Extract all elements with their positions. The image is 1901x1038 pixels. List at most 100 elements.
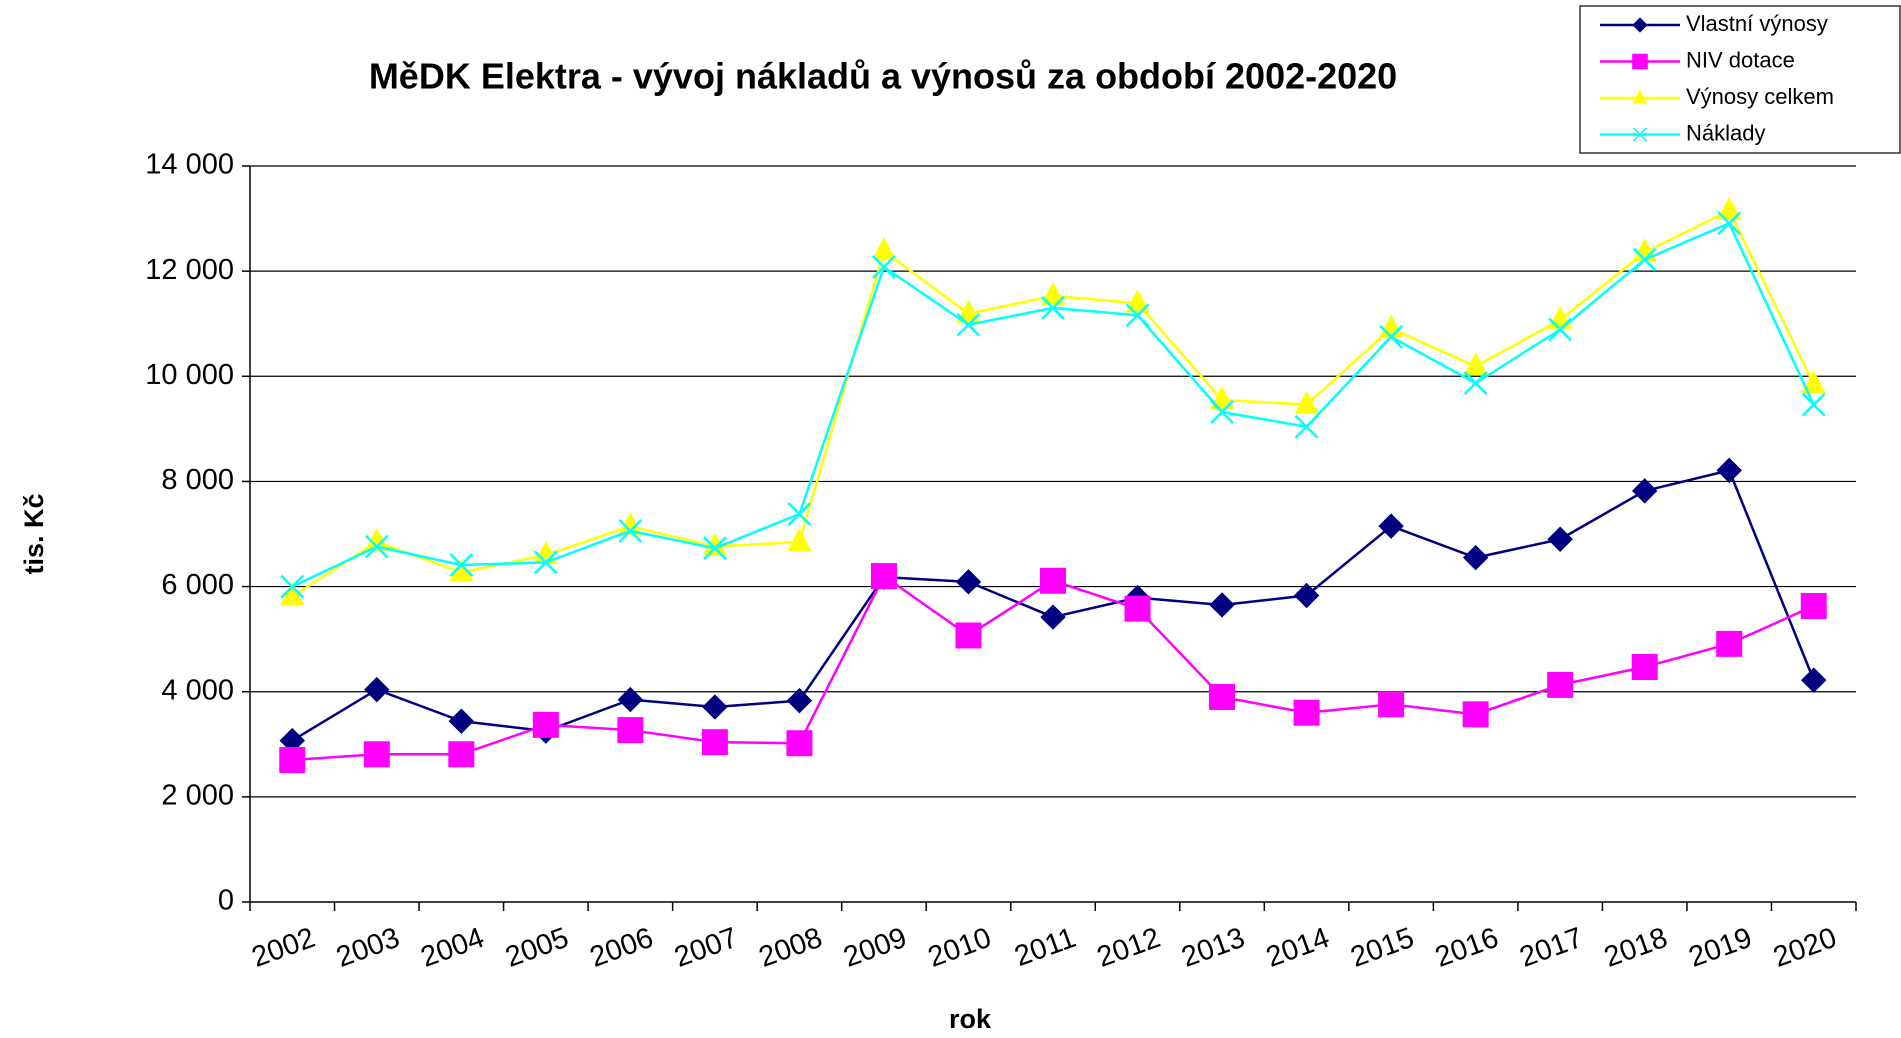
y-tick-label: 12 000 (145, 254, 234, 286)
marker (1379, 314, 1404, 338)
y-tick-label: 14 000 (145, 149, 234, 181)
marker (618, 518, 643, 543)
marker (1124, 595, 1151, 622)
marker (870, 563, 897, 590)
marker (1632, 127, 1648, 142)
marker (1716, 457, 1742, 484)
marker (786, 687, 813, 714)
legend-label: Výnosy celkem (1686, 84, 1834, 109)
marker (1548, 306, 1573, 330)
marker (448, 741, 475, 768)
marker (1040, 604, 1066, 630)
marker (1040, 567, 1066, 594)
marker (1378, 691, 1405, 718)
x-tick-label: 2010 (924, 922, 996, 974)
series-line (291, 221, 1815, 588)
marker (364, 527, 389, 551)
marker (1801, 667, 1827, 693)
legend-label: NIV dotace (1686, 47, 1795, 72)
marker (1293, 582, 1320, 609)
marker (787, 527, 812, 551)
marker (702, 532, 727, 556)
x-tick-label: 2005 (501, 922, 573, 974)
marker (280, 574, 305, 599)
chart-title: MěDK Elektra - vývoj nákladů a výnosů za… (369, 56, 1397, 97)
legend-marker (1632, 17, 1648, 33)
legend-label: Vlastní výnosy (1686, 11, 1828, 36)
marker (871, 237, 896, 261)
y-tick-label: 4 000 (161, 674, 234, 706)
marker (1717, 196, 1742, 220)
legend-label: Náklady (1686, 120, 1765, 145)
marker (1378, 513, 1404, 539)
y-tick-label: 8 000 (161, 464, 234, 496)
marker (1041, 281, 1065, 305)
x-tick-label: 2019 (1685, 922, 1757, 974)
marker (449, 553, 474, 577)
marker (1125, 303, 1150, 328)
marker (1041, 296, 1065, 320)
marker (449, 558, 474, 582)
y-tick-label: 6 000 (161, 569, 234, 601)
marker (1632, 17, 1648, 33)
x-tick-label: 2020 (1769, 922, 1841, 974)
marker (1547, 526, 1573, 552)
marker (1801, 392, 1826, 417)
y-tick-label: 0 (218, 885, 234, 917)
marker (279, 747, 306, 774)
marker (1463, 371, 1488, 396)
marker (1293, 699, 1320, 726)
x-tick-label: 2004 (417, 922, 489, 974)
x-tick-label: 2007 (670, 922, 742, 974)
marker (1547, 671, 1574, 698)
x-tick-label: 2006 (586, 922, 658, 974)
marker (786, 730, 813, 757)
marker (1209, 683, 1236, 710)
marker (364, 534, 389, 559)
marker (703, 536, 727, 561)
marker (1463, 352, 1488, 376)
marker (363, 741, 390, 768)
marker (1462, 544, 1489, 571)
x-tick-label: 2013 (1177, 922, 1249, 974)
marker (1210, 400, 1234, 424)
marker (617, 717, 644, 744)
marker (956, 312, 981, 337)
marker (955, 569, 982, 595)
x-tick-label: 2011 (1010, 922, 1080, 973)
legend-marker (1632, 53, 1648, 70)
marker (1632, 89, 1648, 104)
marker (1294, 390, 1319, 414)
marker (280, 582, 305, 606)
marker (1800, 593, 1827, 620)
marker (1632, 53, 1648, 70)
marker (532, 711, 559, 738)
marker (1379, 324, 1403, 349)
y-tick-label: 10 000 (145, 359, 234, 391)
x-tick-label: 2015 (1347, 922, 1419, 974)
marker (1801, 370, 1826, 394)
x-tick-label: 2017 (1516, 922, 1588, 974)
y-tick-label: 2 000 (161, 780, 234, 812)
series-line (292, 574, 1815, 762)
x-tick-label: 2014 (1262, 922, 1334, 974)
marker (1294, 414, 1319, 439)
marker (1631, 478, 1658, 504)
marker (618, 512, 643, 536)
y-axis-label: tis. Kč (19, 493, 49, 574)
x-tick-label: 2018 (1600, 922, 1672, 974)
marker (1462, 701, 1489, 728)
marker (1125, 289, 1150, 313)
marker (787, 502, 812, 526)
x-axis-label: rok (949, 1004, 992, 1034)
legend-marker (1632, 89, 1648, 104)
marker (1632, 238, 1657, 262)
x-tick-label: 2016 (1431, 922, 1503, 974)
marker (955, 622, 982, 649)
x-tick-label: 2009 (839, 922, 911, 974)
marker (872, 255, 896, 279)
x-tick-label: 2008 (755, 922, 827, 974)
marker (533, 541, 558, 565)
series-line (291, 209, 1815, 598)
